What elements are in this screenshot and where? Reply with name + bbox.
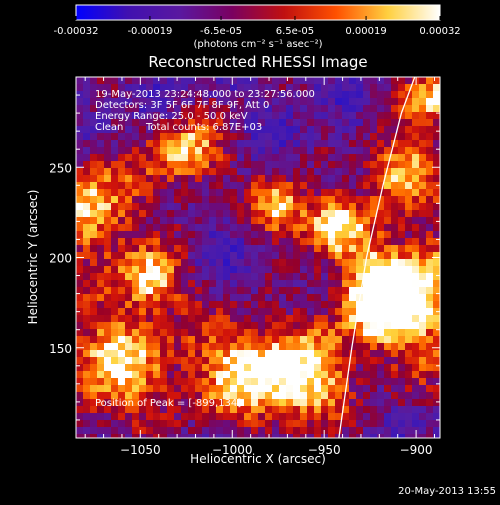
colorbar-tick-label: 0.00019: [345, 26, 386, 37]
footer-timestamp: 20-May-2013 13:55: [398, 486, 496, 497]
x-tick-label: −950: [308, 443, 341, 457]
x-tick-label: −900: [400, 443, 433, 457]
y-axis: 150 200 250: [49, 94, 440, 421]
x-tick-label: −1050: [120, 443, 161, 457]
annotations: 19-May-2013 23:24:48.000 to 23:27:56.000…: [95, 89, 315, 409]
annotation-peak: Position of Peak = [-899,134]: [95, 398, 241, 409]
x-tick-label: −1000: [212, 443, 253, 457]
colorbar-bar: [75, 4, 441, 21]
colorbar-units: (photons cm⁻² s⁻¹ asec⁻²): [193, 39, 322, 50]
annotation-counts: Total counts: 6.87E+03: [145, 122, 262, 133]
colorbar-tick-label: -0.00019: [127, 26, 172, 37]
colorbar-tick-label: -0.00032: [54, 26, 99, 37]
chart-title: Reconstructed RHESSI Image: [148, 53, 367, 71]
colorbar-tick-label: 6.5e-05: [276, 26, 314, 37]
colorbar-tick-label: 0.00032: [419, 26, 460, 37]
colorbar-tick-label: -6.5e-05: [200, 26, 242, 37]
colorbar-ticks: -0.00032 -0.00019 -6.5e-05 6.5e-05 0.00019 0.…: [54, 16, 461, 37]
x-axis-label: Heliocentric X (arcsec): [190, 452, 326, 466]
y-tick-label: 200: [49, 252, 72, 266]
y-tick-label: 250: [49, 161, 72, 175]
annotation-detectors: Detectors: 3F 5F 6F 7F 8F 9F, Att 0: [95, 100, 269, 111]
annotation-clean: Clean: [95, 122, 123, 133]
heatmap-image: [76, 77, 440, 438]
solar-limb-curve: [338, 77, 416, 438]
colorbar: -0.00032 -0.00019 -6.5e-05 6.5e-05 0.00019 0.…: [54, 4, 461, 50]
annotation-time: 19-May-2013 23:24:48.000 to 23:27:56.000: [95, 89, 315, 100]
x-axis: −1050 −1000 −950 −900: [84, 77, 435, 457]
y-tick-label: 150: [49, 342, 72, 356]
y-axis-label: Heliocentric Y (arcsec): [26, 190, 40, 325]
annotation-energy: Energy Range: 25.0 - 50.0 keV: [95, 111, 248, 122]
